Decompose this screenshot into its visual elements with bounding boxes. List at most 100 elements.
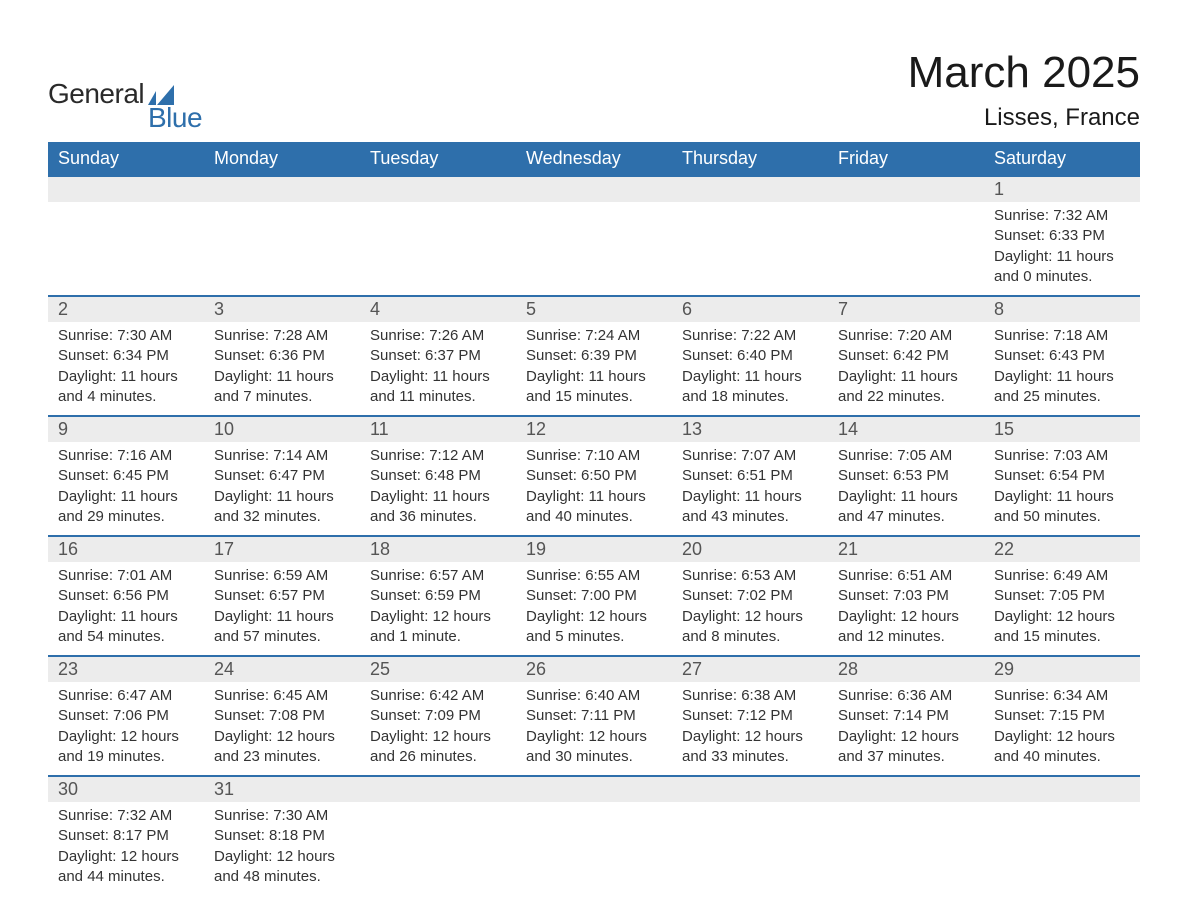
day-info: Sunrise: 7:24 AMSunset: 6:39 PMDaylight:…	[516, 322, 672, 415]
daylight-label: Daylight:	[370, 728, 428, 745]
day-info-cell	[984, 802, 1140, 895]
day-info-cell: Sunrise: 7:16 AMSunset: 6:45 PMDaylight:…	[48, 442, 204, 536]
day-cell: 5	[516, 296, 672, 322]
sunset-label: Sunset:	[682, 347, 733, 364]
sunset-line: Sunset: 7:06 PM	[58, 706, 194, 726]
sunrise-label: Sunrise:	[994, 447, 1049, 464]
week-1-daynum-row: 2345678	[48, 296, 1140, 322]
day-info-cell: Sunrise: 7:32 AMSunset: 8:17 PMDaylight:…	[48, 802, 204, 895]
sunset-value: 7:14 PM	[893, 707, 949, 724]
sunrise-line: Sunrise: 7:01 AM	[58, 566, 194, 586]
day-cell: 18	[360, 536, 516, 562]
week-2-info-row: Sunrise: 7:16 AMSunset: 6:45 PMDaylight:…	[48, 442, 1140, 536]
sunset-line: Sunset: 6:53 PM	[838, 466, 974, 486]
sunset-value: 7:05 PM	[1049, 587, 1105, 604]
sunset-line: Sunset: 7:15 PM	[994, 706, 1130, 726]
day-info-cell: Sunrise: 6:55 AMSunset: 7:00 PMDaylight:…	[516, 562, 672, 656]
brand-logo: General Blue	[48, 48, 202, 134]
daylight-label: Daylight:	[58, 368, 116, 385]
sunrise-label: Sunrise:	[526, 687, 581, 704]
daylight-line: Daylight: 12 hours and 33 minutes.	[682, 727, 818, 768]
sunrise-label: Sunrise:	[58, 687, 113, 704]
sunset-label: Sunset:	[526, 347, 577, 364]
sunrise-line: Sunrise: 6:42 AM	[370, 686, 506, 706]
sunset-label: Sunset:	[994, 467, 1045, 484]
day-number: 9	[48, 417, 204, 442]
sunrise-line: Sunrise: 7:26 AM	[370, 326, 506, 346]
daylight-label: Daylight:	[682, 488, 740, 505]
sunset-label: Sunset:	[994, 347, 1045, 364]
sunset-value: 6:39 PM	[581, 347, 637, 364]
day-info-cell: Sunrise: 6:57 AMSunset: 6:59 PMDaylight:…	[360, 562, 516, 656]
day-cell: 3	[204, 296, 360, 322]
daylight-line: Daylight: 12 hours and 30 minutes.	[526, 727, 662, 768]
sunset-line: Sunset: 7:09 PM	[370, 706, 506, 726]
sunset-label: Sunset:	[682, 467, 733, 484]
day-info-cell: Sunrise: 7:10 AMSunset: 6:50 PMDaylight:…	[516, 442, 672, 536]
day-number: 1	[984, 177, 1140, 202]
day-info: Sunrise: 7:16 AMSunset: 6:45 PMDaylight:…	[48, 442, 204, 535]
sunset-line: Sunset: 7:03 PM	[838, 586, 974, 606]
sunset-label: Sunset:	[214, 467, 265, 484]
day-cell: 27	[672, 656, 828, 682]
day-info: Sunrise: 6:36 AMSunset: 7:14 PMDaylight:…	[828, 682, 984, 775]
sunrise-label: Sunrise:	[838, 687, 893, 704]
day-number: 18	[360, 537, 516, 562]
day-cell: 14	[828, 416, 984, 442]
weekday-header-row: SundayMondayTuesdayWednesdayThursdayFrid…	[48, 142, 1140, 176]
sunset-label: Sunset:	[58, 827, 109, 844]
sunset-label: Sunset:	[838, 467, 889, 484]
day-number: 3	[204, 297, 360, 322]
day-info: Sunrise: 7:10 AMSunset: 6:50 PMDaylight:…	[516, 442, 672, 535]
day-info-cell: Sunrise: 7:01 AMSunset: 6:56 PMDaylight:…	[48, 562, 204, 656]
sunset-line: Sunset: 6:51 PM	[682, 466, 818, 486]
day-number: 24	[204, 657, 360, 682]
day-cell: 15	[984, 416, 1140, 442]
daylight-line: Daylight: 11 hours and 4 minutes.	[58, 367, 194, 408]
day-info: Sunrise: 6:55 AMSunset: 7:00 PMDaylight:…	[516, 562, 672, 655]
sunset-line: Sunset: 6:33 PM	[994, 226, 1130, 246]
sunset-label: Sunset:	[58, 467, 109, 484]
daylight-label: Daylight:	[994, 368, 1052, 385]
day-number: 23	[48, 657, 204, 682]
week-5-info-row: Sunrise: 7:32 AMSunset: 8:17 PMDaylight:…	[48, 802, 1140, 895]
day-info: Sunrise: 7:01 AMSunset: 6:56 PMDaylight:…	[48, 562, 204, 655]
sunset-value: 6:48 PM	[425, 467, 481, 484]
day-info: Sunrise: 7:03 AMSunset: 6:54 PMDaylight:…	[984, 442, 1140, 535]
day-info: Sunrise: 7:05 AMSunset: 6:53 PMDaylight:…	[828, 442, 984, 535]
sunrise-value: 6:51 AM	[897, 567, 952, 584]
day-info-cell: Sunrise: 7:03 AMSunset: 6:54 PMDaylight:…	[984, 442, 1140, 536]
title-block: March 2025 Lisses, France	[908, 48, 1140, 132]
day-cell: 8	[984, 296, 1140, 322]
day-number: 14	[828, 417, 984, 442]
sunset-line: Sunset: 7:08 PM	[214, 706, 350, 726]
day-number: 26	[516, 657, 672, 682]
sunrise-line: Sunrise: 7:22 AM	[682, 326, 818, 346]
sunrise-line: Sunrise: 6:59 AM	[214, 566, 350, 586]
sunrise-line: Sunrise: 6:57 AM	[370, 566, 506, 586]
day-cell	[516, 176, 672, 202]
sunset-line: Sunset: 7:05 PM	[994, 586, 1130, 606]
sunset-label: Sunset:	[370, 467, 421, 484]
weekday-saturday: Saturday	[984, 142, 1140, 176]
day-info: Sunrise: 6:45 AMSunset: 7:08 PMDaylight:…	[204, 682, 360, 775]
day-info-cell: Sunrise: 6:51 AMSunset: 7:03 PMDaylight:…	[828, 562, 984, 656]
sunset-value: 7:08 PM	[269, 707, 325, 724]
day-cell: 26	[516, 656, 672, 682]
sunset-line: Sunset: 8:18 PM	[214, 826, 350, 846]
sunrise-value: 6:36 AM	[897, 687, 952, 704]
day-info: Sunrise: 7:12 AMSunset: 6:48 PMDaylight:…	[360, 442, 516, 535]
week-5-daynum-row: 3031	[48, 776, 1140, 802]
sunrise-value: 6:38 AM	[741, 687, 796, 704]
day-cell	[360, 776, 516, 802]
sunrise-line: Sunrise: 6:49 AM	[994, 566, 1130, 586]
daylight-label: Daylight:	[214, 848, 272, 865]
day-info-cell: Sunrise: 7:12 AMSunset: 6:48 PMDaylight:…	[360, 442, 516, 536]
sunrise-value: 7:18 AM	[1053, 327, 1108, 344]
week-1-info-row: Sunrise: 7:30 AMSunset: 6:34 PMDaylight:…	[48, 322, 1140, 416]
sunset-line: Sunset: 6:54 PM	[994, 466, 1130, 486]
day-info-cell	[204, 202, 360, 296]
sunrise-line: Sunrise: 7:32 AM	[58, 806, 194, 826]
sunrise-label: Sunrise:	[58, 447, 113, 464]
daylight-line: Daylight: 11 hours and 40 minutes.	[526, 487, 662, 528]
